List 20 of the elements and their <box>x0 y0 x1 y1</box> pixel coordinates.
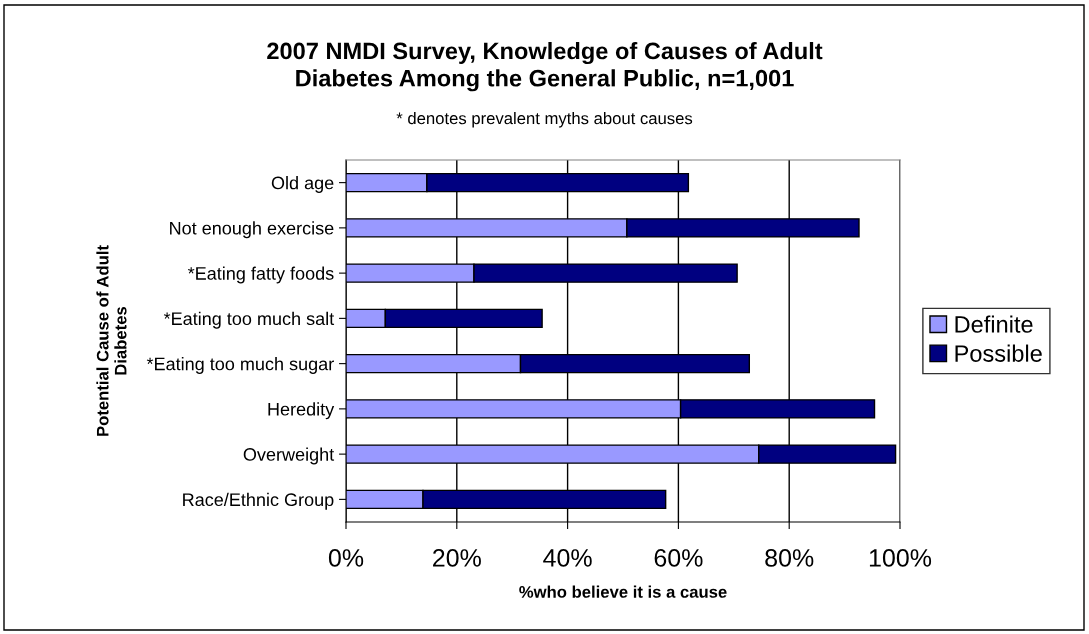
x-tick-label: 0% <box>328 549 364 567</box>
y-tick-label: Heredity <box>268 402 335 420</box>
x-axis-title: %who believe it is a cause <box>519 585 727 598</box>
chart-title: 2007 NMDI Survey, Knowledge of Causes of Adult Diabetes Among the General Public, n=1,001 <box>267 42 823 92</box>
x-tick-label: 20% <box>433 549 481 567</box>
y-tick-label: Overweight <box>243 447 335 465</box>
x-tick-label: 40% <box>543 549 592 567</box>
chart-subtitle: * denotes prevalent myths about causes <box>396 112 693 128</box>
y-tick-label: Old age <box>271 176 334 193</box>
y-tick-label: Race/Ethnic Group <box>183 492 334 510</box>
x-tick-label: 100% <box>869 549 932 567</box>
x-tick-label: 80% <box>765 549 814 567</box>
x-tick-label: 60% <box>654 549 703 567</box>
legend-label: Definite <box>955 315 1033 333</box>
y-tick-label: *Eating fatty foods <box>187 266 334 284</box>
y-tick-label: *Eating too much sugar <box>146 357 334 374</box>
y-tick-label: *Eating too much salt <box>163 311 335 329</box>
legend-label: Possible <box>955 344 1042 362</box>
y-axis-title: Potential Cause of Adult Diabetes <box>96 245 127 436</box>
y-tick-label: Not enough exercise <box>170 221 334 239</box>
